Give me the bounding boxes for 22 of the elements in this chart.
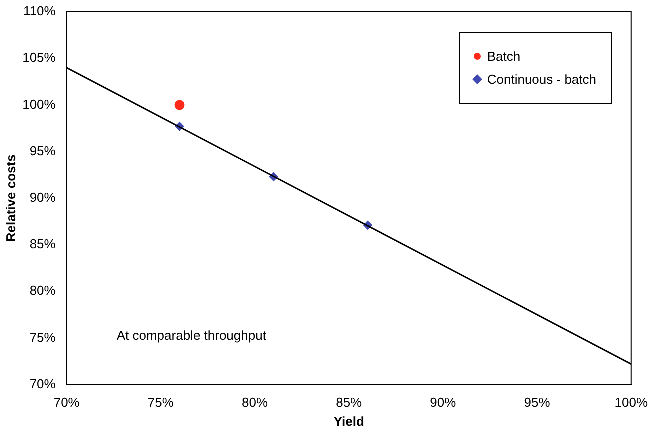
legend-label: Batch <box>487 49 521 64</box>
y-tick-label: 110% <box>24 4 56 19</box>
x-axis-title: Yield <box>334 414 364 429</box>
x-tick-label: 85% <box>336 395 363 410</box>
annotation: At comparable throughput <box>116 328 267 343</box>
x-tick-label: 100% <box>614 395 648 410</box>
y-tick-label: 100% <box>22 96 56 112</box>
x-tick-label: 95% <box>524 395 551 410</box>
x-tick-label: 90% <box>430 395 457 410</box>
y-tick-label: 90% <box>30 190 56 205</box>
point <box>174 100 185 110</box>
x-tick-label: 75% <box>148 395 174 410</box>
y-tick-label: 85% <box>30 236 56 252</box>
y-tick-label: 95% <box>30 143 56 158</box>
x-tick-label: 80% <box>242 395 268 410</box>
y-axis-title: Relative costs <box>3 154 18 242</box>
legend-label: Continuous - batch <box>487 72 596 87</box>
y-tick-label: 105% <box>22 50 56 66</box>
y-tick-label: 80% <box>30 283 56 298</box>
y-tick-label: 75% <box>30 330 56 345</box>
y-tick-label: 70% <box>30 376 56 392</box>
x-tick-label: 70% <box>54 395 80 410</box>
